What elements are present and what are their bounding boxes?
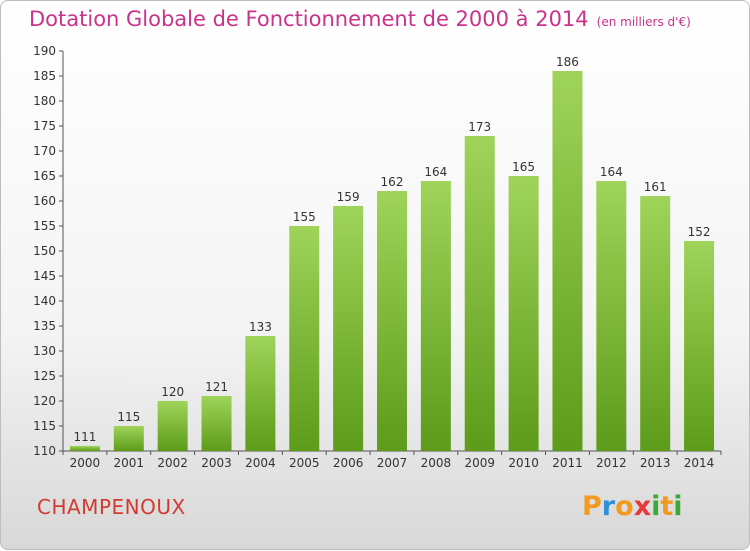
- bar: [157, 401, 188, 451]
- bar: [69, 446, 100, 451]
- x-tick-label: 2006: [333, 456, 364, 470]
- x-tick-label: 2010: [508, 456, 539, 470]
- data-label: 162: [381, 175, 404, 189]
- x-tick-label: 2001: [114, 456, 145, 470]
- proxiti-logo: Proxiti: [582, 491, 683, 522]
- bar: [508, 176, 539, 451]
- y-tick-label: 150: [33, 244, 56, 258]
- y-tick-label: 145: [33, 269, 56, 283]
- data-label: 111: [73, 430, 96, 444]
- y-tick-label: 175: [33, 119, 56, 133]
- y-tick-label: 160: [33, 194, 56, 208]
- data-label: 152: [688, 225, 711, 239]
- data-label: 165: [512, 160, 535, 174]
- data-label: 155: [293, 210, 316, 224]
- data-label: 161: [644, 180, 667, 194]
- bar: [377, 191, 407, 451]
- data-label: 159: [337, 190, 360, 204]
- x-tick-label: 2014: [684, 456, 715, 470]
- data-label: 164: [424, 165, 447, 179]
- bar: [596, 181, 627, 451]
- data-label: 186: [556, 55, 579, 69]
- chart-title: Dotation Globale de Fonctionnement de 20…: [29, 7, 691, 31]
- bar: [113, 426, 144, 451]
- data-label: 173: [468, 120, 491, 134]
- y-tick-label: 120: [33, 394, 56, 408]
- data-label: 164: [600, 165, 623, 179]
- x-tick-label: 2002: [157, 456, 188, 470]
- logo-letter: r: [601, 491, 616, 522]
- chart-unit: (en milliers d'€): [596, 15, 691, 29]
- data-label: 133: [249, 320, 272, 334]
- logo-letter: x: [633, 491, 652, 522]
- logo-letter: i: [673, 491, 683, 522]
- x-tick-label: 2012: [596, 456, 627, 470]
- x-tick-label: 2007: [377, 456, 408, 470]
- x-tick-label: 2000: [70, 456, 101, 470]
- x-tick-label: 2004: [245, 456, 276, 470]
- logo-letter: t: [660, 491, 674, 522]
- y-tick-label: 170: [33, 144, 56, 158]
- data-label: 120: [161, 385, 184, 399]
- y-tick-label: 185: [33, 69, 56, 83]
- x-tick-label: 2009: [464, 456, 495, 470]
- logo-letter: o: [615, 491, 634, 522]
- data-label: 115: [117, 410, 140, 424]
- bar: [289, 226, 320, 451]
- bar: [552, 71, 583, 451]
- commune-name: CHAMPENOUX: [37, 495, 186, 519]
- y-tick-label: 155: [33, 219, 56, 233]
- bar: [245, 336, 276, 451]
- chart-bars: [69, 71, 715, 451]
- data-label: 121: [205, 380, 228, 394]
- x-tick-label: 2011: [552, 456, 583, 470]
- chart-axes: 110 115 120 125 130 135 140 145 150 155 160 165 170 1…: [33, 44, 722, 458]
- x-tick-label: 2005: [289, 456, 320, 470]
- x-tick-label: 2008: [421, 456, 452, 470]
- y-tick-label: 190: [33, 44, 56, 58]
- bar: [333, 206, 364, 451]
- bar: [640, 196, 671, 451]
- bar: [420, 181, 451, 451]
- y-tick-label: 115: [33, 419, 56, 433]
- x-tick-label: 2003: [201, 456, 232, 470]
- y-tick-label: 110: [33, 444, 56, 458]
- y-tick-label: 135: [33, 319, 56, 333]
- y-tick-label: 130: [33, 344, 56, 358]
- logo-letter: P: [582, 491, 602, 522]
- x-tick-label: 2013: [640, 456, 671, 470]
- y-tick-label: 125: [33, 369, 56, 383]
- y-tick-label: 165: [33, 169, 56, 183]
- logo-letter: i: [651, 491, 661, 522]
- bar: [201, 396, 232, 451]
- bar: [684, 241, 715, 451]
- chart-title-text: Dotation Globale de Fonctionnement de 20…: [29, 7, 589, 31]
- chart-labels: 2000 111 2001 115 2002 120 2003 121 2004 133 2005 1…: [70, 55, 715, 470]
- bar: [464, 136, 495, 451]
- y-tick-label: 140: [33, 294, 56, 308]
- y-tick-label: 180: [33, 94, 56, 108]
